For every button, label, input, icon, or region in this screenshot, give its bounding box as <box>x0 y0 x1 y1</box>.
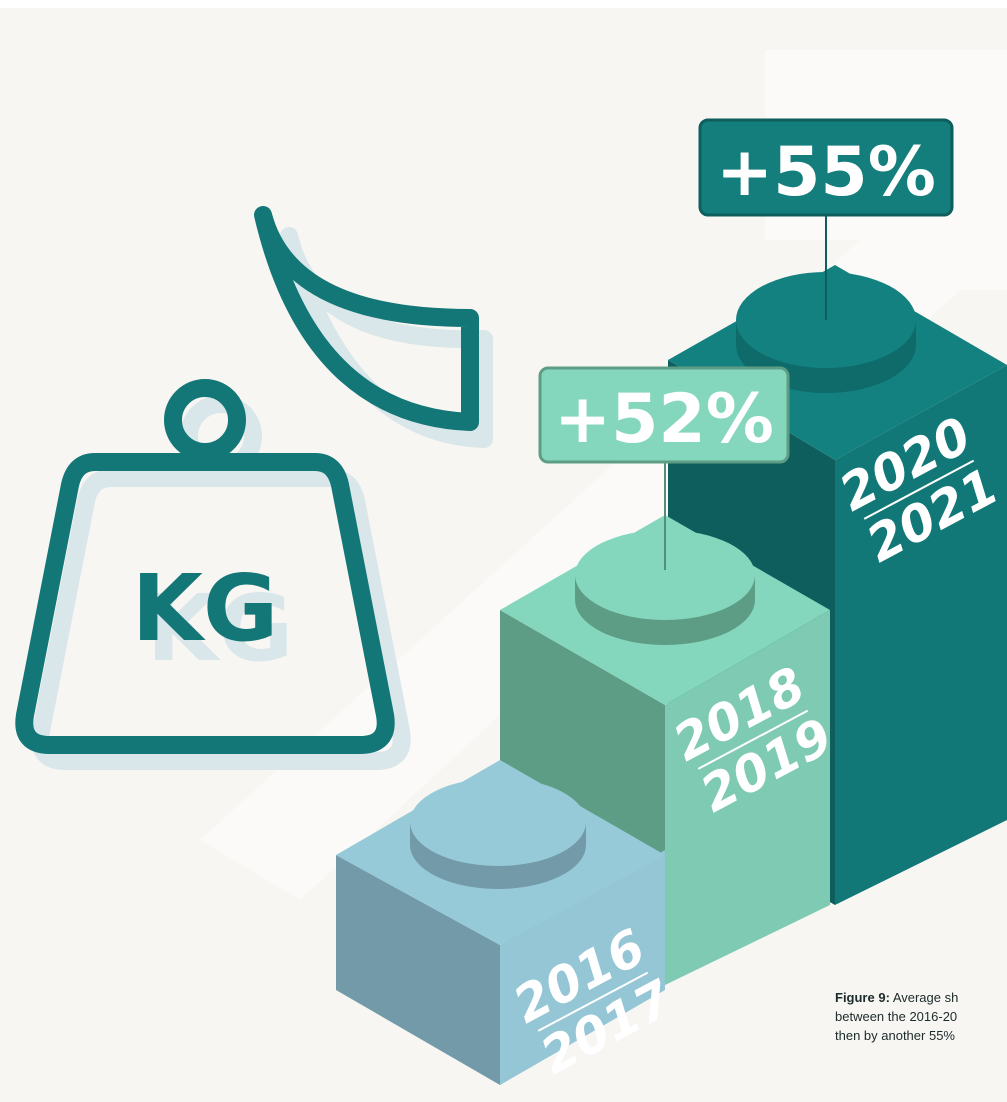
block-left-face <box>336 855 500 1085</box>
block-right-face <box>835 365 1007 905</box>
top-strip <box>0 0 1007 8</box>
divider <box>537 971 649 1032</box>
caption-line: then by another 55% <box>835 1028 955 1043</box>
callout-box <box>538 366 790 464</box>
divider <box>697 709 809 770</box>
horn-icon <box>254 206 479 431</box>
block-right-face <box>665 610 830 985</box>
caption-line: Figure 9: Average sh <box>835 990 958 1005</box>
stud-top <box>410 778 586 866</box>
background-arrow <box>200 50 1007 900</box>
block-right-face <box>500 850 665 1085</box>
stud-top <box>575 530 755 620</box>
caption-line: between the 2016-20 <box>835 1009 957 1024</box>
divider <box>863 459 975 520</box>
weight-label: KG <box>132 555 279 662</box>
callout-box <box>698 118 954 217</box>
caption-label: Figure 9: <box>835 990 890 1005</box>
weight-icon <box>15 379 395 754</box>
callout-label: +52% <box>554 380 774 459</box>
callout-label: +55% <box>716 133 936 212</box>
weight-label-shadow: KG <box>147 575 294 682</box>
caption-text: Average sh <box>893 990 959 1005</box>
